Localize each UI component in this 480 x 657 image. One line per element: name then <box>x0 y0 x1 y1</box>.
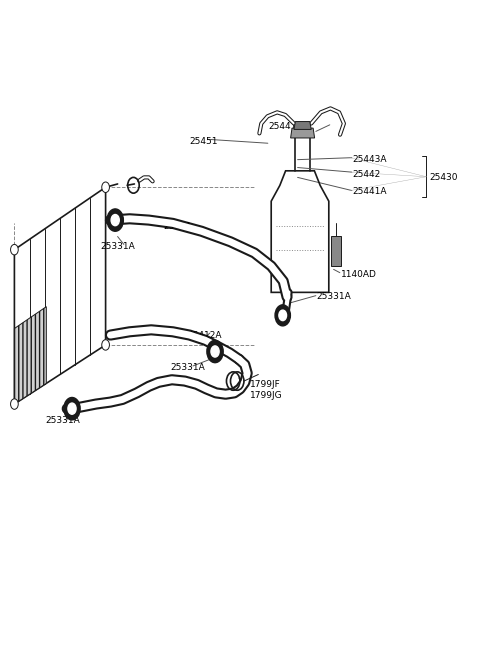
Circle shape <box>64 397 80 420</box>
Text: 25331A: 25331A <box>46 416 80 425</box>
Circle shape <box>68 403 76 415</box>
Polygon shape <box>14 307 46 404</box>
Text: 1799JG: 1799JG <box>250 391 282 400</box>
Circle shape <box>11 244 18 255</box>
Bar <box>331 236 341 265</box>
Text: 25443A: 25443A <box>353 155 387 164</box>
Circle shape <box>11 399 18 409</box>
Text: 25441A: 25441A <box>268 122 303 131</box>
Text: 25331A: 25331A <box>101 242 135 251</box>
Circle shape <box>279 310 287 321</box>
Text: 25331A: 25331A <box>317 292 351 302</box>
Text: 25331A: 25331A <box>170 363 205 373</box>
Text: 25412A: 25412A <box>187 330 222 340</box>
Text: 1799JF: 1799JF <box>250 380 280 389</box>
Text: 25441A: 25441A <box>353 187 387 196</box>
Circle shape <box>211 346 219 357</box>
Circle shape <box>102 182 109 193</box>
Text: 25411: 25411 <box>163 222 192 231</box>
Text: 1140AD: 1140AD <box>341 270 377 279</box>
Circle shape <box>107 209 123 231</box>
Polygon shape <box>290 128 314 138</box>
Circle shape <box>111 214 119 226</box>
Circle shape <box>207 340 223 363</box>
Circle shape <box>102 340 109 350</box>
Text: 25451: 25451 <box>190 137 218 146</box>
Text: 25430: 25430 <box>430 173 458 182</box>
Polygon shape <box>294 122 311 129</box>
Circle shape <box>275 305 290 326</box>
Text: 25442: 25442 <box>353 170 381 179</box>
